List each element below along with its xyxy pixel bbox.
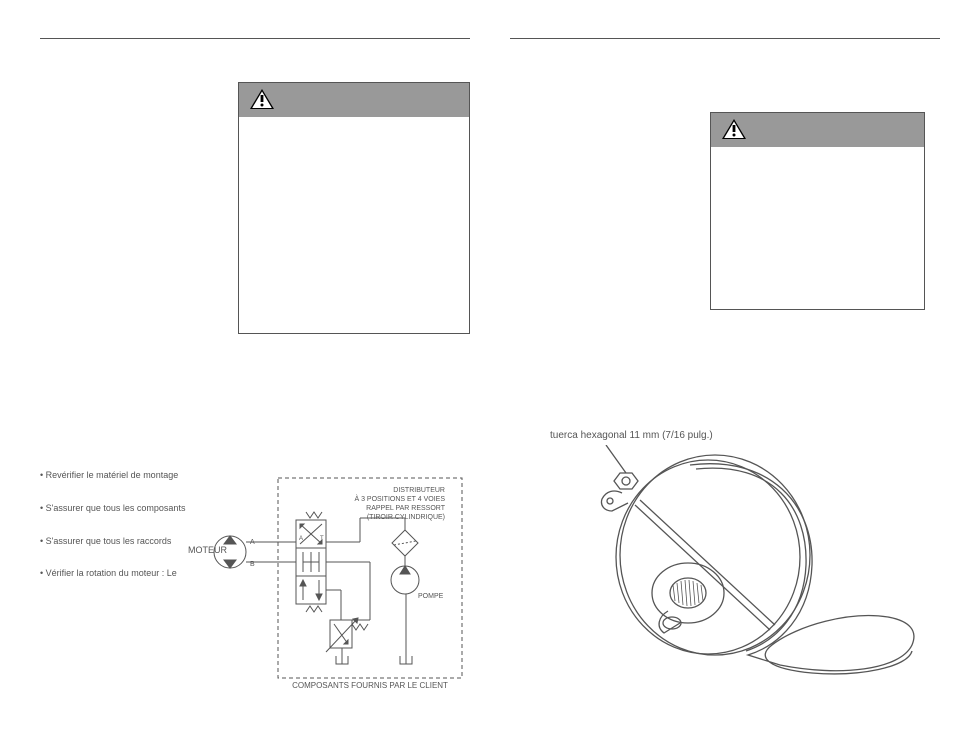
svg-text:POMPE: POMPE	[418, 593, 444, 600]
top-rule-left	[40, 38, 470, 39]
distrib-line3: RAPPEL PAR RESSORT	[366, 505, 446, 512]
svg-text:A: A	[299, 536, 303, 542]
left-page: • Revérifier le matériel de montage • S'…	[40, 0, 470, 738]
checklist-item: • Revérifier le matériel de montage	[40, 470, 185, 481]
warning-box-left	[238, 82, 470, 334]
checklist-item: • Vérifier la rotation du moteur : Le	[40, 568, 185, 579]
warning-icon	[249, 88, 275, 113]
warning-header-right	[711, 113, 924, 147]
warning-bullet	[267, 131, 455, 161]
warning-body-right	[711, 147, 924, 269]
nut-label: tuerca hexagonal 11 mm (7/16 pulg.)	[550, 430, 713, 441]
top-rule-right	[510, 38, 940, 39]
warning-icon	[721, 118, 747, 143]
warning-header-left	[239, 83, 469, 117]
schematic-caption: COMPOSANTS FOURNIS PAR LE CLIENT	[292, 681, 448, 690]
warning-bullet	[739, 221, 910, 251]
svg-text:T: T	[320, 536, 324, 542]
checklist-item: • S'assurer que tous les composants	[40, 503, 185, 514]
warning-bullet	[267, 161, 455, 191]
checklist: • Revérifier le matériel de montage • S'…	[40, 470, 185, 601]
checklist-item: • S'assurer que tous les raccords	[40, 536, 185, 547]
warning-body-left	[239, 117, 469, 269]
warning-box-right	[710, 112, 925, 310]
warning-bullet	[267, 221, 455, 251]
warning-bullet	[739, 191, 910, 221]
distrib-line2: À 3 POSITIONS ET 4 VOIES	[354, 494, 445, 503]
hydraulic-schematic: A B DISTRIBUTEUR À 3 POSITIONS ET 4 VOIE…	[200, 470, 470, 690]
warning-bullet	[739, 161, 910, 191]
hose-reel-illustration	[540, 445, 920, 695]
warning-bullet	[267, 191, 455, 221]
right-page: tuerca hexagonal 11 mm (7/16 pulg.)	[510, 0, 940, 738]
distrib-line1: DISTRIBUTEUR	[393, 487, 445, 494]
